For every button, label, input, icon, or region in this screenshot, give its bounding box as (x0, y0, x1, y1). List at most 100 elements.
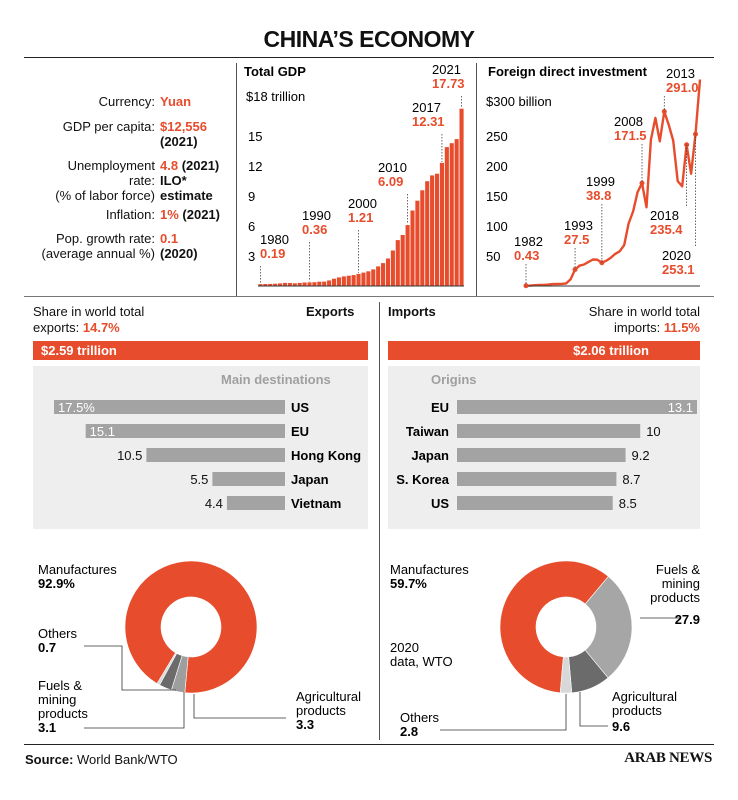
gdp-bar (454, 139, 459, 286)
stat-key-line: rate: (128, 173, 155, 188)
gdp-title: Total GDP (244, 64, 306, 79)
donut-value-manufactures: 59.7% (390, 576, 427, 591)
gdp-unit: $18 trillion (246, 89, 305, 104)
fdi-value-label: 0.43 (514, 248, 539, 263)
stat-value-line: 1% (2021) (160, 207, 220, 222)
gdp-bar (361, 272, 366, 286)
gdp-value-label: 12.31 (412, 114, 445, 129)
donut-label-others: Others (38, 626, 78, 641)
divider-gdp (236, 63, 237, 297)
gdp-bar (331, 278, 337, 286)
exports-category-label: Hong Kong (291, 448, 361, 463)
gdp-bar (258, 284, 263, 286)
gdp-bar (420, 190, 425, 286)
gdp-bar (444, 147, 449, 286)
fdi-ytick: 150 (486, 189, 508, 204)
fdi-unit: $300 billion (486, 94, 552, 109)
gdp-bar (268, 283, 273, 286)
imports-category-label: S. Korea (396, 472, 450, 487)
imports-value-label: 13.1 (668, 400, 693, 415)
source-line: Source: World Bank/WTO (25, 752, 178, 767)
imports-share-label: Share in world total imports: 11.5% (588, 304, 700, 335)
donut-leader-others (84, 645, 176, 691)
donut-leader-agricultural (193, 694, 286, 719)
imports-value-label: 9.2 (632, 448, 650, 463)
exports-bar (85, 424, 286, 438)
imports-category-label: EU (431, 400, 449, 415)
fdi-value-label: 27.5 (564, 232, 589, 247)
gdp-ytick: 12 (248, 159, 262, 174)
stat-value: 0.1 (2020) (160, 231, 198, 261)
stat-value: $12,556 (2021) (160, 119, 207, 149)
stat-value: Yuan (160, 94, 191, 109)
gdp-year-label: 1990 (302, 208, 331, 223)
fdi-value-label: 291.0 (666, 80, 699, 95)
fdi-year-label: 2008 (614, 114, 643, 129)
imports-bar (457, 424, 641, 438)
imports-bar (457, 400, 697, 414)
fdi-ytick: 50 (486, 249, 500, 264)
exports-bar (146, 448, 285, 462)
gdp-value-label: 0.36 (302, 222, 327, 237)
stat-value-line: 0.1 (160, 231, 179, 246)
gdp-bar (459, 108, 464, 286)
gdp-bar (439, 162, 444, 286)
gdp-bar (410, 210, 415, 286)
imports-value-label: 8.5 (619, 496, 637, 511)
gdp-bar (395, 240, 400, 286)
stat-key: Unemployment rate: (% of labor force) (55, 158, 155, 203)
gdp-bar (415, 200, 420, 286)
exports-subtitle: Main destinations (221, 372, 331, 387)
divider-fdi (476, 63, 477, 297)
gdp-bar (356, 273, 361, 286)
gdp-value-label: 17.73 (432, 76, 465, 91)
stat-key-line: (% of labor force) (55, 188, 155, 203)
fdi-ytick: 200 (486, 159, 508, 174)
donut-label-fuels: mining (662, 576, 700, 591)
fdi-point (599, 260, 605, 266)
gdp-bar (336, 277, 341, 286)
gdp-bar (371, 269, 376, 286)
stat-value-line: 4.8 (2021) (160, 158, 220, 173)
divider-trade (379, 302, 380, 740)
gdp-bar (317, 281, 322, 286)
exports-value-label: 5.5 (190, 472, 208, 487)
donut-leader-agricultural (579, 692, 608, 727)
stat-key-line: GDP per capita: (62, 119, 155, 134)
top-rule (24, 57, 714, 58)
stat-key: Currency: (99, 94, 155, 109)
stat-value: 1% (2021) (160, 207, 220, 222)
gdp-bar (400, 235, 405, 286)
donut-value-fuels: 3.1 (38, 720, 56, 735)
fdi-year-label: 1999 (586, 174, 615, 189)
imports-total-bar: $2.06 trillion (388, 341, 700, 360)
fdi-year-label: 1993 (564, 218, 593, 233)
stat-value-line: Yuan (160, 94, 192, 109)
exports-title: Exports (306, 304, 355, 319)
gdp-bar (366, 271, 371, 286)
gdp-bar (351, 275, 356, 286)
fdi-title: Foreign direct investment (488, 64, 648, 79)
exports-bar (54, 400, 285, 414)
stat-value-line: ILO* (160, 173, 187, 188)
imports-bar-chart: 13.1 EU 10 Taiwan 9.2 Japan 8.7 S. Korea 8.5 US (396, 400, 697, 511)
brand-logo: ARAB NEWS (624, 750, 712, 766)
gdp-bar (405, 225, 410, 286)
gdp-bar (263, 284, 268, 286)
stat-value-line: (2020) (160, 246, 198, 261)
source-text: World Bank/WTO (73, 752, 178, 767)
donut-label-agricultural: products (296, 703, 346, 718)
donut-label-agricultural: Agricultural (296, 689, 361, 704)
gdp-bar (273, 283, 278, 286)
gdp-year-label: 2010 (378, 160, 407, 175)
imports-title: Imports (388, 304, 436, 319)
gdp-value-label: 6.09 (378, 174, 403, 189)
imports-subtitle: Origins (431, 372, 477, 387)
stat-key: GDP per capita: (63, 119, 155, 134)
gdp-bar (327, 280, 332, 286)
stat-key-line: Unemployment (67, 158, 155, 173)
exports-category-label: Japan (291, 472, 329, 487)
gdp-bar (381, 263, 386, 286)
